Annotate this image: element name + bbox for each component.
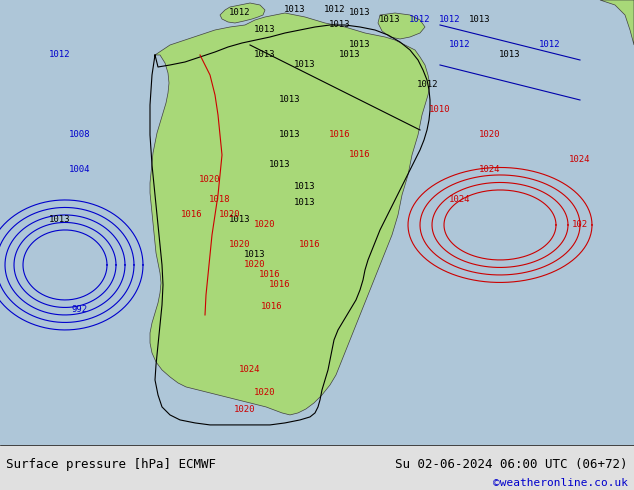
Text: 1013: 1013: [329, 21, 351, 29]
Text: 1004: 1004: [69, 166, 91, 174]
Text: 1008: 1008: [69, 130, 91, 140]
Text: 102: 102: [572, 220, 588, 229]
Text: 1012: 1012: [439, 16, 461, 24]
Text: 1012: 1012: [324, 5, 346, 15]
Text: 1012: 1012: [417, 80, 439, 90]
Text: 1016: 1016: [299, 241, 321, 249]
Text: 1020: 1020: [234, 405, 256, 415]
Text: Su 02-06-2024 06:00 UTC (06+72): Su 02-06-2024 06:00 UTC (06+72): [395, 458, 628, 470]
Text: 1013: 1013: [294, 182, 316, 192]
Text: 1013: 1013: [339, 50, 361, 59]
Text: 1018: 1018: [209, 196, 231, 204]
Text: 1016: 1016: [269, 280, 291, 290]
Text: 1020: 1020: [254, 220, 276, 229]
Text: 1013: 1013: [294, 60, 316, 70]
Text: 1013: 1013: [49, 216, 71, 224]
Text: 1013: 1013: [379, 16, 401, 24]
Text: 1016: 1016: [349, 150, 371, 159]
Text: 1013: 1013: [349, 8, 371, 18]
Text: 1016: 1016: [181, 211, 203, 220]
Text: 1016: 1016: [329, 130, 351, 140]
Text: 1012: 1012: [49, 50, 71, 59]
Text: 1024: 1024: [569, 155, 591, 165]
Text: 1013: 1013: [349, 41, 371, 49]
Text: 1020: 1020: [479, 130, 501, 140]
Text: 1010: 1010: [429, 105, 451, 115]
Text: ©weatheronline.co.uk: ©weatheronline.co.uk: [493, 478, 628, 488]
Polygon shape: [220, 3, 265, 23]
Text: 992: 992: [72, 305, 88, 315]
Text: 1024: 1024: [479, 166, 501, 174]
Polygon shape: [600, 0, 634, 45]
Text: 1024: 1024: [239, 366, 261, 374]
Text: 1013: 1013: [279, 96, 301, 104]
Text: 1016: 1016: [259, 270, 281, 279]
Text: 1016: 1016: [261, 302, 283, 312]
Text: 1013: 1013: [284, 5, 306, 15]
Text: 1013: 1013: [254, 25, 276, 34]
Text: 1013: 1013: [294, 198, 316, 207]
Text: 1020: 1020: [219, 211, 241, 220]
Text: 1013: 1013: [499, 50, 521, 59]
Text: 1020: 1020: [244, 261, 266, 270]
Text: 1013: 1013: [469, 16, 491, 24]
Text: 1012: 1012: [230, 8, 251, 18]
Text: 1012: 1012: [540, 41, 560, 49]
Text: 1020: 1020: [230, 241, 251, 249]
Polygon shape: [378, 13, 425, 39]
Text: 1012: 1012: [450, 41, 471, 49]
Text: 1013: 1013: [230, 216, 251, 224]
Text: 1013: 1013: [279, 130, 301, 140]
Text: Surface pressure [hPa] ECMWF: Surface pressure [hPa] ECMWF: [6, 458, 216, 470]
Text: 1013: 1013: [244, 250, 266, 259]
Text: 1013: 1013: [254, 50, 276, 59]
Polygon shape: [150, 13, 430, 415]
Text: 1020: 1020: [199, 175, 221, 184]
Text: 1020: 1020: [254, 389, 276, 397]
Text: 1024: 1024: [450, 196, 471, 204]
Text: 1013: 1013: [269, 160, 291, 170]
Text: 1012: 1012: [410, 16, 430, 24]
